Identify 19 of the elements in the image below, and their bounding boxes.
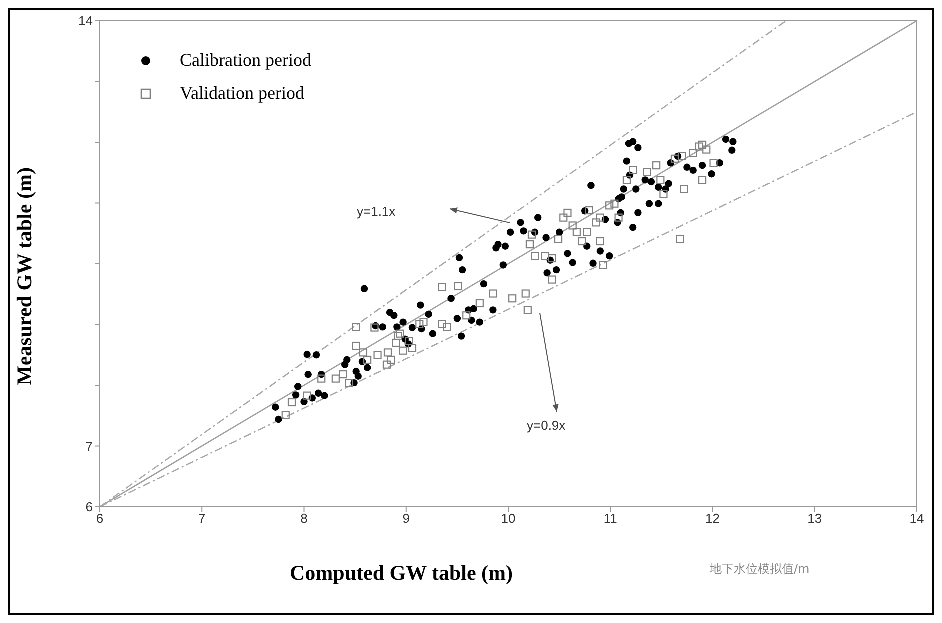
x-tick-label: 7 — [198, 511, 206, 526]
x-tick-label: 12 — [706, 511, 720, 526]
x-tick-label: 9 — [402, 511, 410, 526]
legend-label: Calibration period — [180, 50, 312, 71]
y-tick-label: 7 — [86, 438, 93, 454]
x-tick-label: 13 — [808, 511, 822, 526]
y-tick-label: 6 — [86, 500, 93, 515]
annotation: y=1.1x — [357, 204, 396, 219]
x-tick-label: 6 — [96, 511, 104, 526]
x-tick-label: 8 — [300, 511, 308, 526]
x-tick-label: 14 — [910, 511, 924, 526]
x-tick-label: 11 — [604, 511, 618, 526]
annotation: y=0.9x — [527, 418, 566, 433]
x-tick-label: 10 — [501, 511, 516, 526]
y-tick-label: 14 — [78, 14, 93, 29]
x-axis-title: Computed GW table (m) — [290, 561, 514, 586]
y-axis-title: Measured GW table (m) — [12, 168, 38, 386]
text: 地下水位模拟值/m — [710, 561, 810, 578]
legend-label: Validation period — [180, 83, 304, 104]
